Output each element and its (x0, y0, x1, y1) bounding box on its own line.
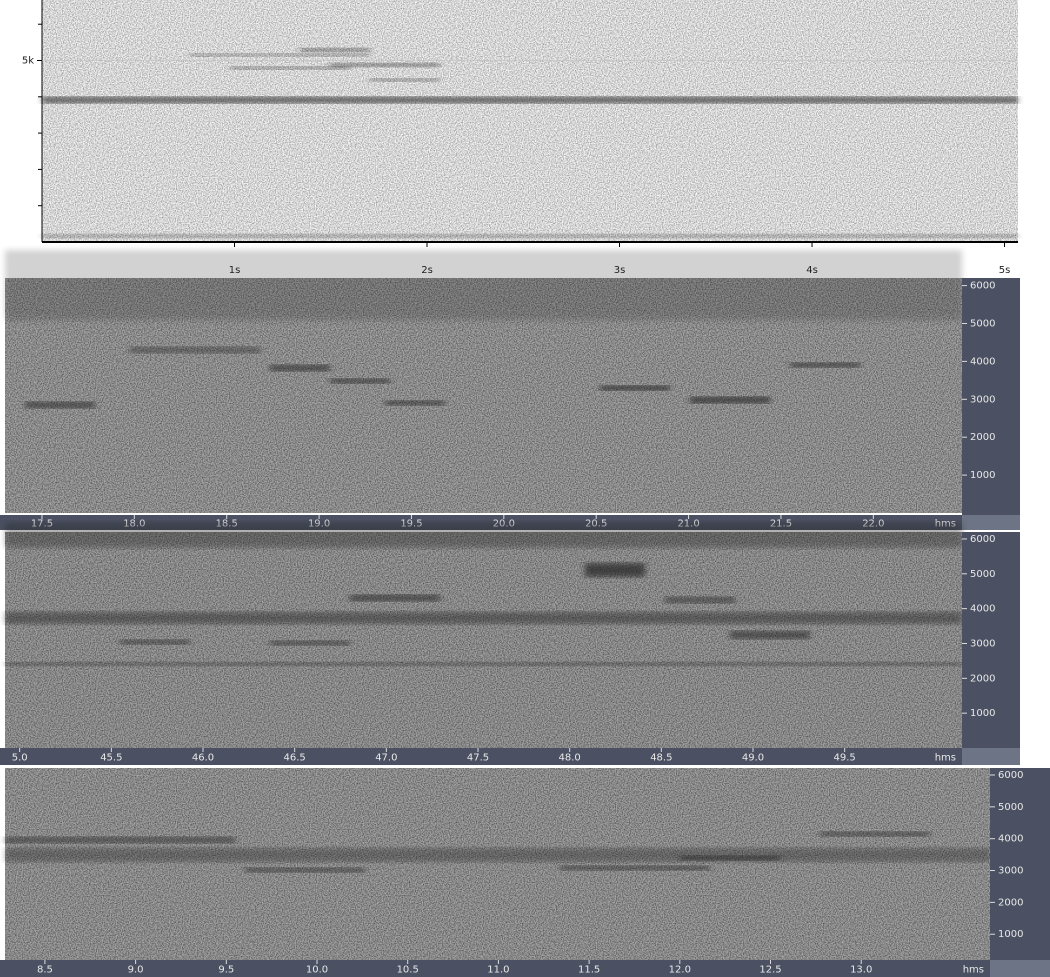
spectrogram-energy (5, 612, 962, 624)
x-tick-label: 11.5 (578, 965, 600, 976)
x-tick-label: 47.5 (467, 753, 489, 764)
spectrogram-energy (370, 78, 440, 82)
spectrogram-energy (5, 250, 962, 320)
x-axis-unit: hms (935, 753, 956, 764)
x-axis-bar (0, 960, 990, 977)
y-tick-label: 3000 (970, 638, 995, 649)
y-tick-label: 3000 (970, 394, 995, 405)
spectrogram-energy (330, 63, 440, 67)
spectrogram-energy (230, 66, 350, 70)
x-tick-label: 46.5 (284, 753, 306, 764)
spectrogram-energy (270, 640, 350, 646)
axis-corner (962, 748, 1020, 765)
spectrogram-noise (5, 768, 990, 960)
x-tick-label: 5s (999, 265, 1011, 276)
y-tick-label: 6000 (970, 281, 995, 292)
y-axis-column (962, 278, 1020, 530)
spectrogram-energy (330, 378, 390, 384)
spectrogram-energy (190, 53, 370, 57)
y-tick-label: 4000 (998, 834, 1023, 845)
spectrogram-energy (25, 402, 95, 408)
y-tick-label: 6000 (998, 770, 1023, 781)
spectrogram-energy (120, 639, 190, 645)
spectrogram-energy (245, 867, 365, 873)
x-tick-label: 49.0 (742, 753, 764, 764)
x-tick-label: 46.0 (192, 753, 214, 764)
x-tick-label: 8.5 (37, 965, 53, 976)
spectrogram-noise (42, 0, 1018, 242)
spectrogram-energy (130, 347, 260, 353)
y-tick-label: 4000 (970, 604, 995, 615)
y-tick-label: 2000 (998, 897, 1023, 908)
y-tick-label: 4000 (970, 356, 995, 367)
y-tick-label: 1000 (970, 470, 995, 481)
y-axis-column (990, 768, 1050, 977)
x-tick-label: 9.0 (128, 965, 144, 976)
spectrogram-energy (42, 234, 1018, 238)
axis-corner (962, 515, 1020, 530)
x-tick-label: 12.5 (759, 965, 781, 976)
y-tick-label: 5k (22, 56, 34, 67)
x-tick-label: 48.0 (559, 753, 581, 764)
spectrogram-energy (790, 362, 860, 368)
x-tick-label: 10.5 (397, 965, 419, 976)
spectrogram-energy (680, 855, 780, 861)
x-tick-label: 10.0 (306, 965, 328, 976)
x-tick-label: 5.0 (12, 753, 28, 764)
spectrogram-energy (5, 662, 962, 666)
x-tick-label: 13.0 (850, 965, 872, 976)
spectrogram-energy (5, 848, 990, 862)
spectrogram-energy (385, 400, 445, 406)
y-tick-label: 2000 (970, 673, 995, 684)
spectrogram-energy (585, 563, 645, 577)
y-axis-column (962, 532, 1020, 765)
x-tick-label: 9.5 (218, 965, 234, 976)
x-tick-label: 49.5 (834, 753, 856, 764)
spectrogram-energy (350, 595, 440, 601)
spectrogram-energy (690, 397, 770, 403)
x-tick-label: 12.0 (669, 965, 691, 976)
spectrogram-energy (5, 837, 235, 843)
y-tick-label: 1000 (998, 929, 1023, 940)
x-tick-label: 45.5 (100, 753, 122, 764)
y-tick-label: 6000 (970, 534, 995, 545)
spectrogram-energy (600, 385, 670, 391)
x-tick-label: 11.0 (487, 965, 509, 976)
spectrogram-energy (560, 865, 710, 871)
spectrogram-energy (730, 631, 810, 639)
y-tick-label: 5000 (998, 802, 1023, 813)
spectrogram-energy (5, 522, 962, 548)
spectrogram-energy (270, 365, 330, 371)
x-axis-bar (0, 748, 962, 765)
y-tick-label: 1000 (970, 708, 995, 719)
y-tick-label: 5000 (970, 569, 995, 580)
spectrogram-energy (665, 597, 735, 603)
y-tick-label: 5000 (970, 318, 995, 329)
y-tick-label: 3000 (998, 866, 1023, 877)
spectrogram-energy (42, 97, 1018, 103)
spectrogram-energy (300, 48, 370, 52)
x-tick-label: 47.0 (375, 753, 397, 764)
y-tick-label: 2000 (970, 432, 995, 443)
x-axis-unit: hms (963, 965, 984, 976)
axis-corner (990, 960, 1050, 977)
spectrogram-energy (820, 831, 930, 837)
x-tick-label: 48.5 (650, 753, 672, 764)
